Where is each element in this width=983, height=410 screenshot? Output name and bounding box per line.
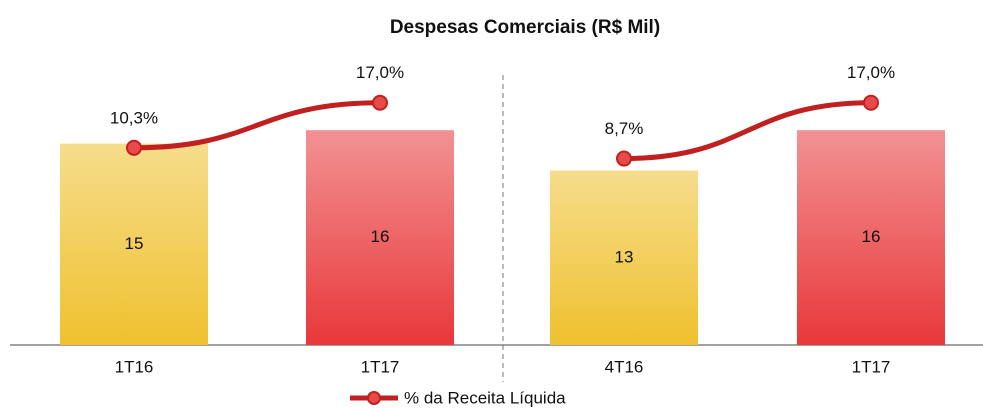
line-value-label: 17,0% <box>356 63 404 82</box>
bar-shine <box>550 170 698 345</box>
line-value-label: 8,7% <box>605 119 644 138</box>
x-tick-label: 1T17 <box>852 357 891 376</box>
line-marker <box>863 94 879 111</box>
line-series <box>131 100 383 151</box>
legend-marker <box>367 391 381 405</box>
x-tick-label: 1T16 <box>115 357 154 376</box>
bar-value-label: 16 <box>862 227 881 246</box>
bar-value-label: 13 <box>615 247 634 266</box>
line-value-label: 17,0% <box>847 63 895 82</box>
line-series <box>621 100 874 162</box>
bar-value-label: 15 <box>125 234 144 253</box>
line-marker <box>616 150 632 167</box>
bar-value-label: 16 <box>371 227 390 246</box>
line-value-label: 10,3% <box>110 108 158 127</box>
line-marker <box>372 94 388 111</box>
bar-shine <box>60 143 208 345</box>
bar-shine <box>306 130 454 345</box>
legend-label: % da Receita Líquida <box>404 388 566 407</box>
x-tick-label: 4T16 <box>605 357 644 376</box>
line-marker <box>126 139 142 156</box>
chart-title: Despesas Comerciais (R$ Mil) <box>390 17 660 38</box>
bar-shine <box>797 130 945 345</box>
x-tick-label: 1T17 <box>361 357 400 376</box>
